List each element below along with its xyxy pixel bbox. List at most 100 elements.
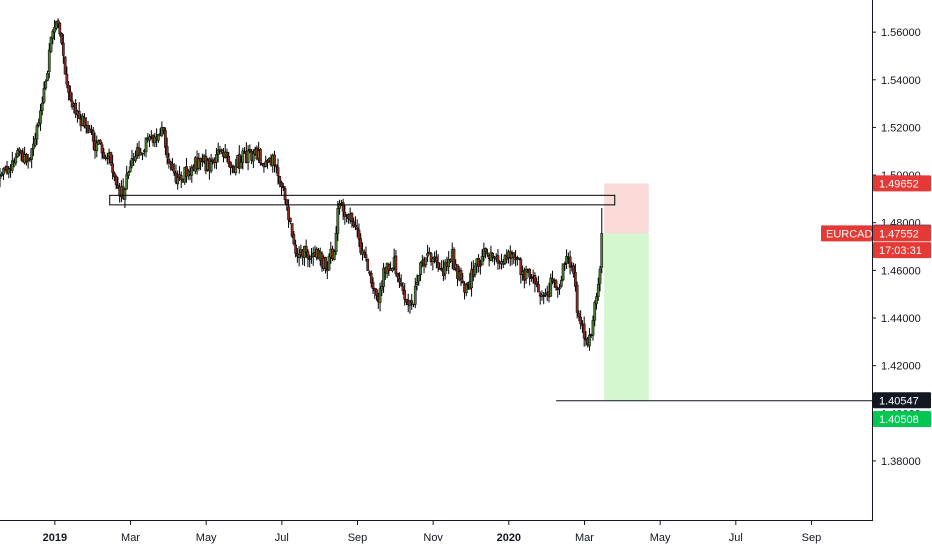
candle[interactable] xyxy=(479,259,482,275)
candle[interactable] xyxy=(558,283,561,295)
candle[interactable] xyxy=(157,133,160,143)
candle[interactable] xyxy=(480,249,484,266)
candle[interactable] xyxy=(306,249,310,268)
candle[interactable] xyxy=(572,262,575,278)
candle[interactable] xyxy=(32,135,35,157)
candle[interactable] xyxy=(58,21,62,37)
candle[interactable] xyxy=(443,259,447,280)
stop-loss-zone[interactable] xyxy=(604,183,649,234)
candle[interactable] xyxy=(171,158,174,172)
candle[interactable] xyxy=(274,164,278,174)
candle[interactable] xyxy=(477,254,480,273)
candle[interactable] xyxy=(355,219,359,238)
candle[interactable] xyxy=(459,267,463,287)
candle[interactable] xyxy=(229,161,232,176)
candle[interactable] xyxy=(595,292,598,310)
candle[interactable] xyxy=(369,270,373,288)
candle[interactable] xyxy=(338,199,341,215)
candle[interactable] xyxy=(533,272,537,293)
candle[interactable] xyxy=(35,123,39,145)
candle[interactable] xyxy=(40,96,44,116)
candle[interactable] xyxy=(114,174,118,190)
candle[interactable] xyxy=(364,246,368,262)
candle[interactable] xyxy=(524,265,528,284)
candle[interactable] xyxy=(105,152,109,165)
candle[interactable] xyxy=(46,70,49,82)
candle[interactable] xyxy=(144,137,148,158)
candle[interactable] xyxy=(537,275,540,293)
candle[interactable] xyxy=(382,262,385,293)
candle[interactable] xyxy=(482,242,486,262)
candle[interactable] xyxy=(311,247,315,266)
candle[interactable] xyxy=(33,132,37,148)
candle[interactable] xyxy=(167,152,171,169)
candle[interactable] xyxy=(2,167,5,180)
candle[interactable] xyxy=(30,148,34,169)
candle[interactable] xyxy=(427,247,431,255)
candle[interactable] xyxy=(176,170,180,190)
candle[interactable] xyxy=(596,277,600,301)
candle[interactable] xyxy=(47,42,51,79)
candle[interactable] xyxy=(519,257,523,284)
candle[interactable] xyxy=(294,239,297,258)
candle[interactable] xyxy=(287,199,290,228)
candle[interactable] xyxy=(216,142,220,163)
candle[interactable] xyxy=(77,102,81,120)
candle[interactable] xyxy=(14,152,18,166)
candle[interactable] xyxy=(429,251,433,266)
candle[interactable] xyxy=(0,171,4,177)
candle[interactable] xyxy=(128,160,132,173)
candle[interactable] xyxy=(0,167,2,188)
candle[interactable] xyxy=(486,248,489,257)
candle[interactable] xyxy=(264,155,268,168)
candle[interactable] xyxy=(396,272,400,283)
candle[interactable] xyxy=(452,247,456,271)
candle[interactable] xyxy=(354,216,357,231)
candle[interactable] xyxy=(424,257,428,268)
candle[interactable] xyxy=(172,163,176,176)
candle[interactable] xyxy=(577,310,581,322)
candle[interactable] xyxy=(336,200,340,242)
candle[interactable] xyxy=(248,144,252,154)
candle[interactable] xyxy=(190,164,194,183)
candle[interactable] xyxy=(61,34,65,64)
candle[interactable] xyxy=(593,300,597,327)
candle[interactable] xyxy=(111,154,114,180)
candle[interactable] xyxy=(447,251,451,275)
candle[interactable] xyxy=(280,180,283,196)
candle[interactable] xyxy=(575,281,579,319)
candle[interactable] xyxy=(368,270,371,276)
candle[interactable] xyxy=(308,254,312,268)
candle[interactable] xyxy=(297,246,301,267)
candle[interactable] xyxy=(359,233,363,256)
candle[interactable] xyxy=(259,147,262,166)
candle[interactable] xyxy=(160,121,164,138)
candle[interactable] xyxy=(18,147,21,157)
candle[interactable] xyxy=(74,99,78,119)
candle[interactable] xyxy=(169,160,173,171)
candle[interactable] xyxy=(408,299,412,314)
candle[interactable] xyxy=(496,249,500,270)
candle[interactable] xyxy=(438,262,442,270)
candle[interactable] xyxy=(484,247,487,259)
candle[interactable] xyxy=(230,164,234,174)
candle[interactable] xyxy=(415,274,419,291)
candle[interactable] xyxy=(292,230,296,246)
candle[interactable] xyxy=(334,226,338,256)
candle[interactable] xyxy=(542,292,546,305)
candle[interactable] xyxy=(332,249,336,261)
candle[interactable] xyxy=(130,149,134,169)
candle[interactable] xyxy=(419,261,422,281)
candle[interactable] xyxy=(44,79,48,91)
candle[interactable] xyxy=(574,263,577,292)
candle[interactable] xyxy=(398,272,401,288)
candle[interactable] xyxy=(505,249,509,264)
candle[interactable] xyxy=(554,278,558,291)
candle[interactable] xyxy=(60,32,63,45)
candle[interactable] xyxy=(102,147,106,160)
candle[interactable] xyxy=(53,19,56,41)
candle[interactable] xyxy=(225,148,229,163)
candle[interactable] xyxy=(239,155,243,169)
candle[interactable] xyxy=(116,177,120,190)
time-axis-ticks[interactable]: 2019 Mar May Jul Sep Nov 2020 Mar May Jul Sep xyxy=(43,520,822,544)
